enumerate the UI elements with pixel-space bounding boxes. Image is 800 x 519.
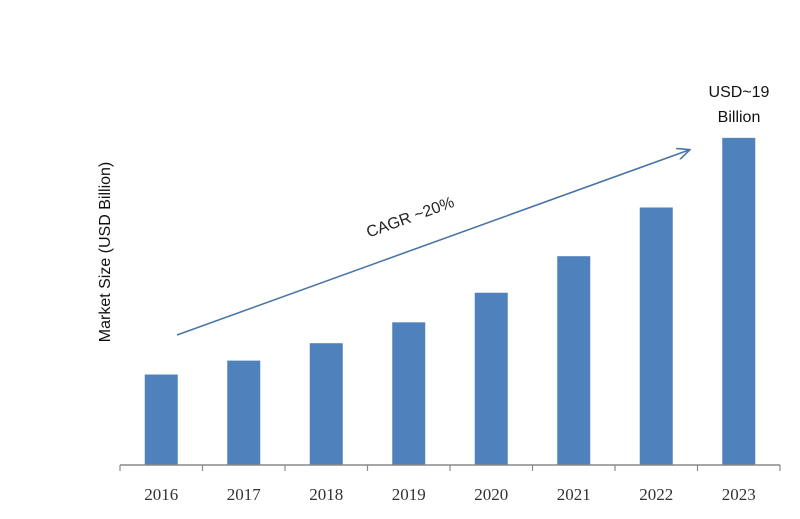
- x-tick-label-2022: 2022: [639, 485, 673, 504]
- cagr-label: CAGR ~20%: [364, 194, 456, 241]
- x-tick-label-2017: 2017: [227, 485, 262, 504]
- final-value-label-line1: USD~19: [709, 84, 770, 101]
- x-tick-label-2023: 2023: [722, 485, 756, 504]
- bar-2022: [639, 207, 673, 466]
- bars-layer: [144, 137, 756, 466]
- y-axis-label: Market Size (USD Billion): [97, 162, 114, 342]
- final-value-label-line2: Billion: [718, 109, 761, 126]
- x-tick-label-2018: 2018: [309, 485, 343, 504]
- bar-2018: [309, 343, 343, 465]
- bar-2017: [227, 360, 261, 465]
- x-tick-label-2016: 2016: [144, 485, 178, 504]
- bar-2019: [392, 322, 426, 465]
- x-tick-label-2021: 2021: [557, 485, 591, 504]
- x-tick-label-2019: 2019: [392, 485, 426, 504]
- bar-2021: [557, 256, 591, 465]
- x-tick-labels: 2016 2017 2018 2019 2020 2021 2022 2023: [119, 465, 781, 504]
- cagr-trend-arrow: [176, 150, 689, 336]
- x-tick-label-2020: 2020: [474, 485, 508, 504]
- bar-2020: [474, 292, 508, 465]
- bar-2016: [144, 374, 178, 465]
- bar-2023: [722, 137, 756, 465]
